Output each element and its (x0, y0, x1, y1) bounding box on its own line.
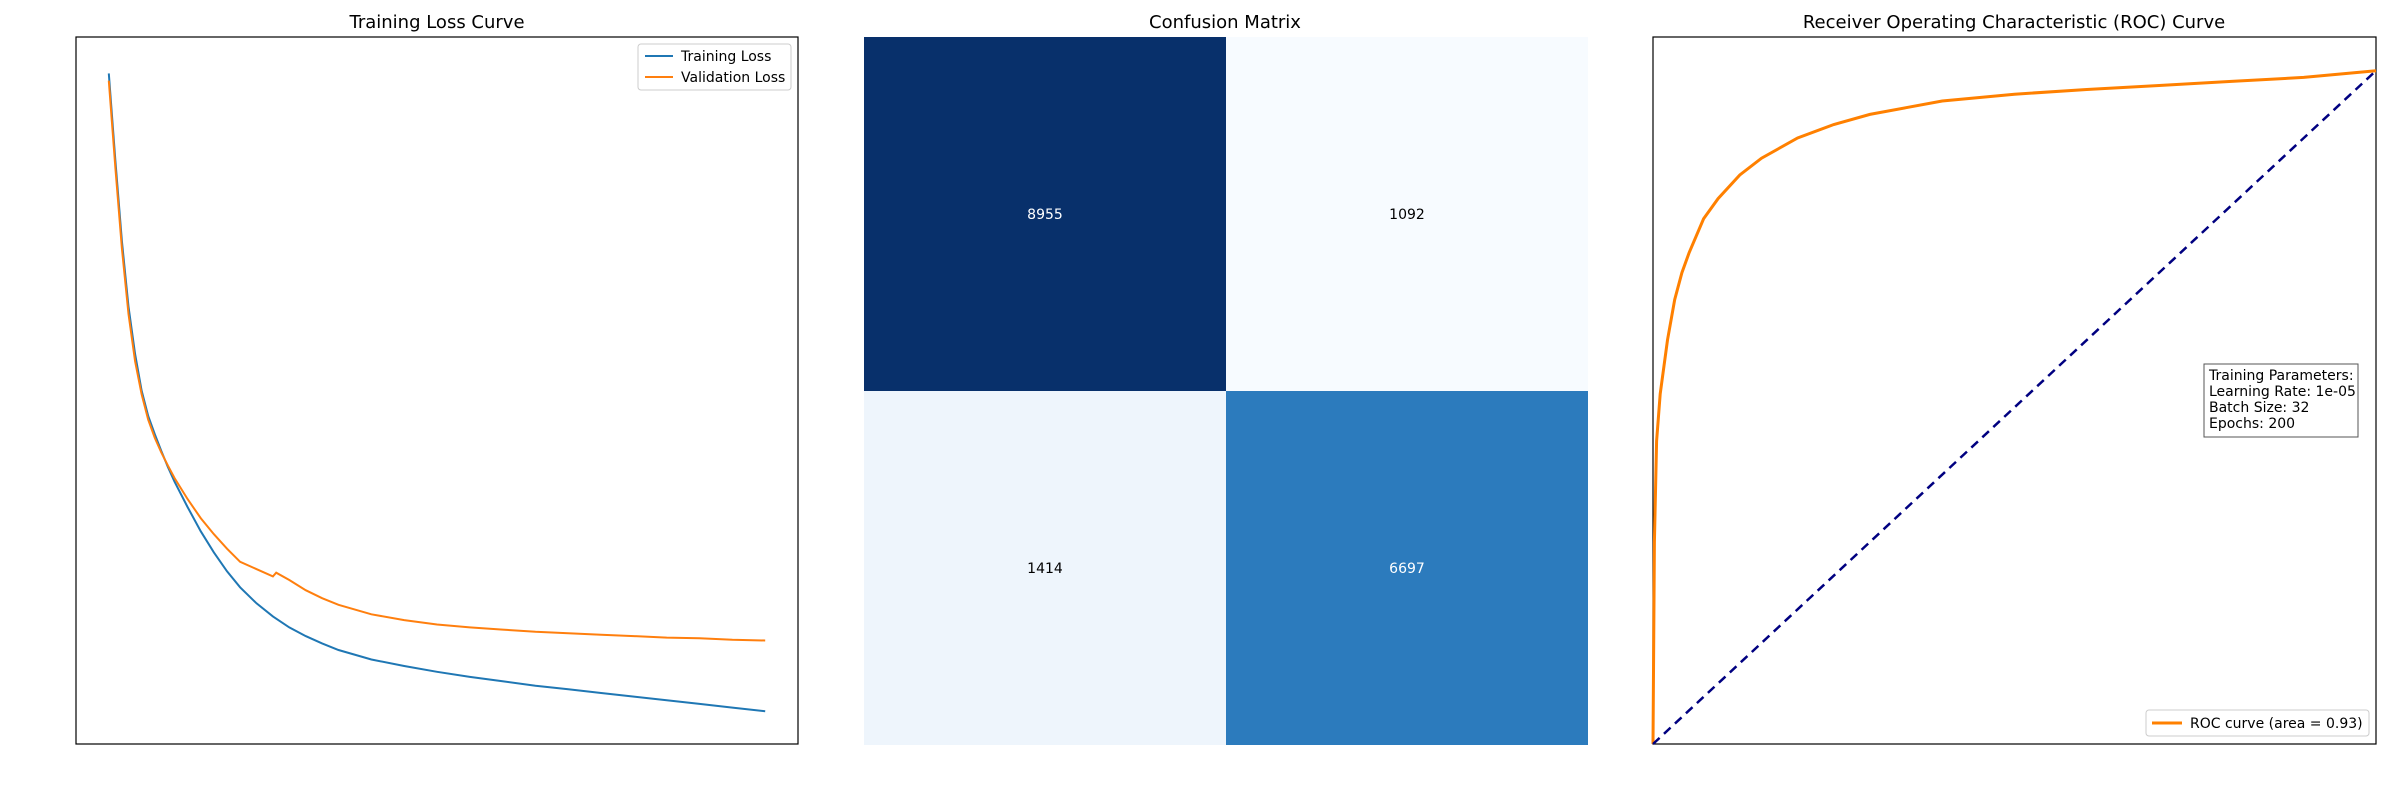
roc-annotation-line: Epochs: 200 (2209, 416, 2295, 432)
confusion-cell (864, 391, 1226, 745)
roc-chart: Receiver Operating Characteristic (ROC) … (1651, 12, 2377, 745)
loss-legend: Training Loss Validation Loss (637, 43, 792, 91)
loss-chart-frame (75, 36, 799, 745)
confusion-cell (864, 37, 1226, 391)
roc-chart-frame (1652, 36, 2377, 745)
roc-annotation-box (2203, 363, 2359, 438)
loss-legend-label-validation: Validation Loss (681, 70, 785, 86)
roc-annotation: Training Parameters: Learning Rate: 1e-0… (2203, 363, 2359, 438)
roc-legend-label: ROC curve (area = 0.93) (2190, 716, 2363, 732)
roc-chart-title: Receiver Operating Characteristic (ROC) … (1803, 12, 2225, 33)
loss-legend-label-training: Training Loss (680, 49, 771, 65)
roc-annotation-line: Training Parameters: (2208, 368, 2354, 384)
loss-chart: Training Loss Curve Training Loss Valida… (75, 12, 799, 745)
confusion-cell-value: 1414 (1027, 561, 1063, 577)
loss-legend-box (637, 43, 792, 91)
confusion-matrix: Confusion Matrix 8955 1092 1414 6697 (864, 12, 1588, 745)
confusion-cell (1226, 37, 1588, 391)
loss-chart-title: Training Loss Curve (348, 12, 524, 33)
roc-series-line (1651, 69, 2377, 745)
confusion-cell (1226, 391, 1588, 745)
roc-legend-box (2145, 709, 2370, 737)
roc-annotation-line: Learning Rate: 1e-05 (2209, 384, 2356, 400)
loss-series-line (107, 80, 766, 642)
confusion-cell-value: 6697 (1389, 561, 1425, 577)
confusion-cell-value: 1092 (1389, 207, 1425, 223)
loss-series-line (107, 73, 766, 713)
roc-legend: ROC curve (area = 0.93) (2145, 709, 2370, 737)
confusion-matrix-title: Confusion Matrix (1149, 12, 1301, 33)
confusion-cell-value: 8955 (1027, 207, 1063, 223)
roc-annotation-line: Batch Size: 32 (2209, 400, 2309, 416)
